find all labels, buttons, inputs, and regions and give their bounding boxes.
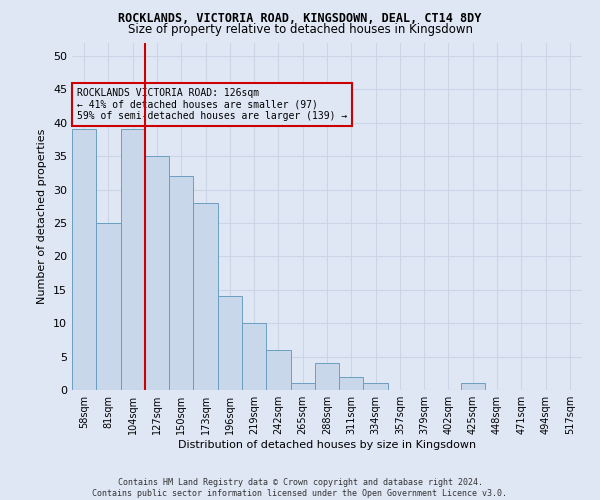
Bar	[290, 384, 315, 390]
Bar	[121, 130, 145, 390]
Text: ROCKLANDS VICTORIA ROAD: 126sqm
← 41% of detached houses are smaller (97)
59% of: ROCKLANDS VICTORIA ROAD: 126sqm ← 41% of…	[77, 88, 347, 121]
Bar	[72, 130, 96, 390]
Text: ROCKLANDS, VICTORIA ROAD, KINGSDOWN, DEAL, CT14 8DY: ROCKLANDS, VICTORIA ROAD, KINGSDOWN, DEA…	[118, 12, 482, 26]
Bar	[461, 384, 485, 390]
Bar	[96, 223, 121, 390]
Bar	[193, 203, 218, 390]
Bar	[364, 384, 388, 390]
Bar	[266, 350, 290, 390]
Bar	[242, 323, 266, 390]
Bar	[315, 364, 339, 390]
Y-axis label: Number of detached properties: Number of detached properties	[37, 128, 47, 304]
Bar	[218, 296, 242, 390]
X-axis label: Distribution of detached houses by size in Kingsdown: Distribution of detached houses by size …	[178, 440, 476, 450]
Bar	[169, 176, 193, 390]
Bar	[145, 156, 169, 390]
Bar	[339, 376, 364, 390]
Text: Contains HM Land Registry data © Crown copyright and database right 2024.
Contai: Contains HM Land Registry data © Crown c…	[92, 478, 508, 498]
Text: Size of property relative to detached houses in Kingsdown: Size of property relative to detached ho…	[128, 22, 473, 36]
